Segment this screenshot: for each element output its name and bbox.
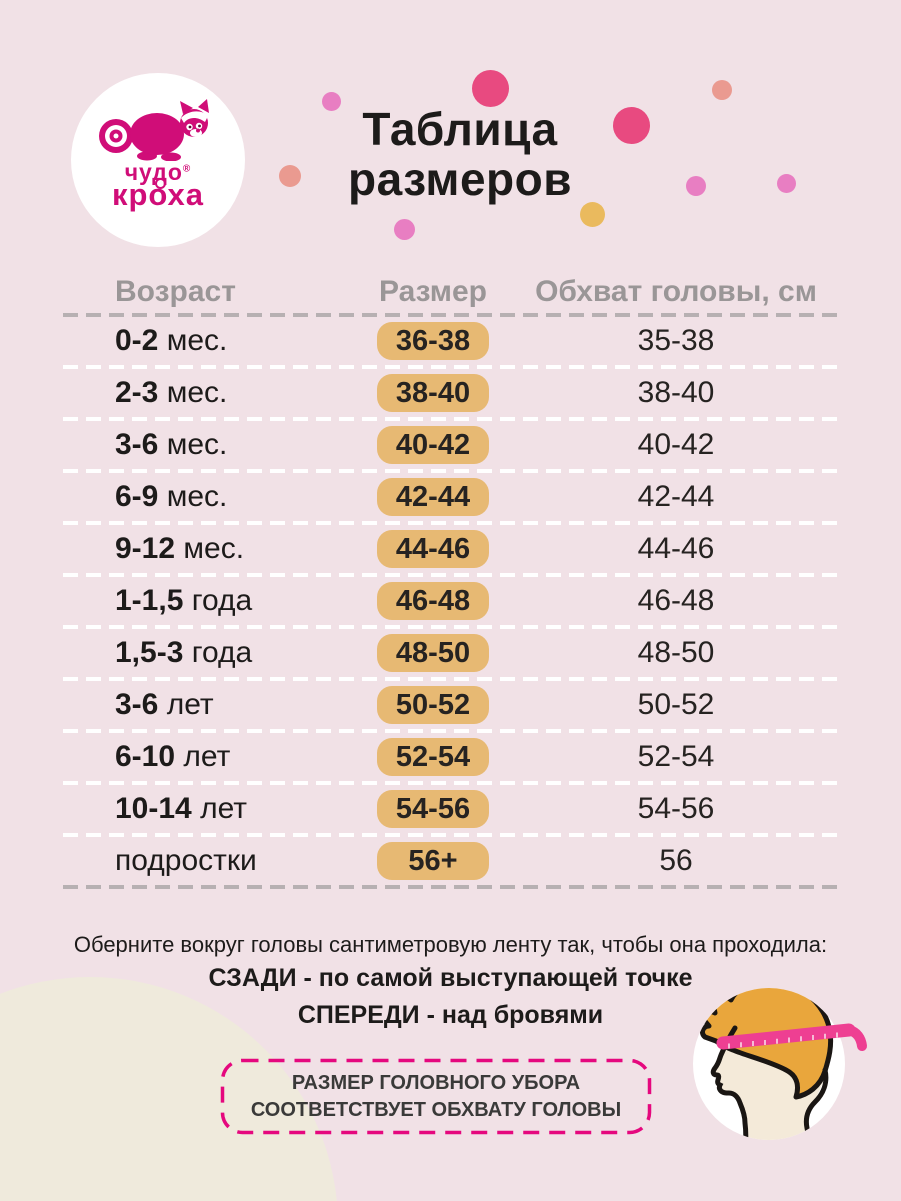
circumference-cell: 44-46 [637, 532, 715, 565]
title-line-1: Таблица [362, 103, 558, 155]
age-cell: 6-10 лет [115, 740, 231, 773]
table-separator [63, 885, 838, 889]
table-row: 3-6 лет 50-52 50-52 [63, 679, 838, 731]
table-row: подростки 56+ 56 [63, 835, 838, 887]
table-row: 3-6 мес. 40-42 40-42 [63, 419, 838, 471]
table-separator [63, 521, 838, 525]
title-line-2: размеров [347, 153, 573, 205]
circumference-cell: 35-38 [637, 324, 715, 357]
size-pill: 38-40 [377, 374, 489, 412]
circumference-cell: 40-42 [637, 428, 715, 461]
table-separator [63, 417, 838, 421]
header-age: Возраст [115, 275, 236, 308]
raccoon-icon [99, 99, 209, 161]
decor-dot [776, 173, 796, 193]
age-cell: подростки [115, 844, 257, 877]
registered-mark: ® [182, 163, 192, 175]
brand-word-chudo: чудо® [124, 159, 192, 185]
table-separator [63, 625, 838, 629]
page-title: Таблица размеров [240, 104, 680, 204]
instruction-back: СЗАДИ - по самой выступающей точке [208, 964, 693, 992]
size-pill: 50-52 [377, 686, 489, 724]
age-cell: 3-6 мес. [115, 428, 228, 461]
circumference-cell: 50-52 [637, 688, 715, 721]
size-pill: 56+ [377, 842, 489, 880]
circumference-cell: 48-50 [637, 636, 715, 669]
table-separator [63, 365, 838, 369]
age-cell: 1-1,5 года [115, 584, 253, 617]
measuring-instructions: Оберните вокруг головы сантиметровую лен… [0, 930, 901, 1034]
age-cell: 9-12 мес. [115, 532, 245, 565]
table-separator [63, 833, 838, 837]
header-circumference: Обхват головы, см [535, 275, 817, 308]
table-separator [63, 781, 838, 785]
size-pill: 36-38 [377, 322, 489, 360]
note-box-dashed-border [220, 1058, 652, 1135]
age-cell: 0-2 мес. [115, 324, 228, 357]
table-separator [63, 573, 838, 577]
decor-dot [471, 69, 509, 107]
decor-dot [321, 91, 341, 111]
table-header: Возраст Размер Обхват головы, см [63, 268, 838, 315]
table-row: 9-12 мес. 44-46 44-46 [63, 523, 838, 575]
circumference-cell: 56 [659, 844, 693, 877]
table-row: 6-9 мес. 42-44 42-44 [63, 471, 838, 523]
note-box: РАЗМЕР ГОЛОВНОГО УБОРА СООТВЕТСТВУЕТ ОБХ… [220, 1058, 652, 1135]
circumference-cell: 38-40 [637, 376, 715, 409]
size-pill: 48-50 [377, 634, 489, 672]
instruction-front: СПЕРЕДИ - над бровями [297, 1001, 604, 1029]
decor-dot [686, 176, 706, 196]
size-pill: 40-42 [377, 426, 489, 464]
table-separator [63, 313, 838, 317]
table-separator [63, 677, 838, 681]
table-row: 6-10 лет 52-54 52-54 [63, 731, 838, 783]
head-measurement-illustration [693, 988, 867, 1140]
circumference-cell: 54-56 [637, 792, 715, 825]
size-pill: 44-46 [377, 530, 489, 568]
size-pill: 54-56 [377, 790, 489, 828]
decor-dot [279, 165, 301, 187]
instruction-intro: Оберните вокруг головы сантиметровую лен… [73, 932, 828, 957]
brand-ring-accent [155, 178, 166, 189]
table-separator [63, 729, 838, 733]
header-size: Размер [378, 275, 488, 308]
age-cell: 6-9 мес. [115, 480, 228, 513]
age-cell: 10-14 лет [115, 792, 248, 825]
note-text: РАЗМЕР ГОЛОВНОГО УБОРА СООТВЕТСТВУЕТ ОБХ… [250, 1071, 622, 1121]
age-cell: 3-6 лет [115, 688, 214, 721]
table-row: 2-3 мес. 38-40 38-40 [63, 367, 838, 419]
table-row: 1,5-3 года 48-50 48-50 [63, 627, 838, 679]
decor-dot [712, 80, 732, 100]
size-pill: 42-44 [377, 478, 489, 516]
decor-dot [579, 201, 605, 227]
circumference-cell: 42-44 [637, 480, 715, 513]
age-cell: 2-3 мес. [115, 376, 228, 409]
table-row: 10-14 лет 54-56 54-56 [63, 783, 838, 835]
table-separator [63, 469, 838, 473]
size-pill: 52-54 [377, 738, 489, 776]
circumference-cell: 46-48 [637, 584, 715, 617]
table-row: 1-1,5 года 46-48 46-48 [63, 575, 838, 627]
decor-dot [612, 106, 650, 144]
table-row: 0-2 мес. 36-38 35-38 [63, 315, 838, 367]
decor-dot [393, 218, 415, 240]
circumference-cell: 52-54 [637, 740, 715, 773]
brand-logo: чудо® кроха [71, 73, 245, 247]
size-pill: 46-48 [377, 582, 489, 620]
age-cell: 1,5-3 года [115, 636, 253, 669]
